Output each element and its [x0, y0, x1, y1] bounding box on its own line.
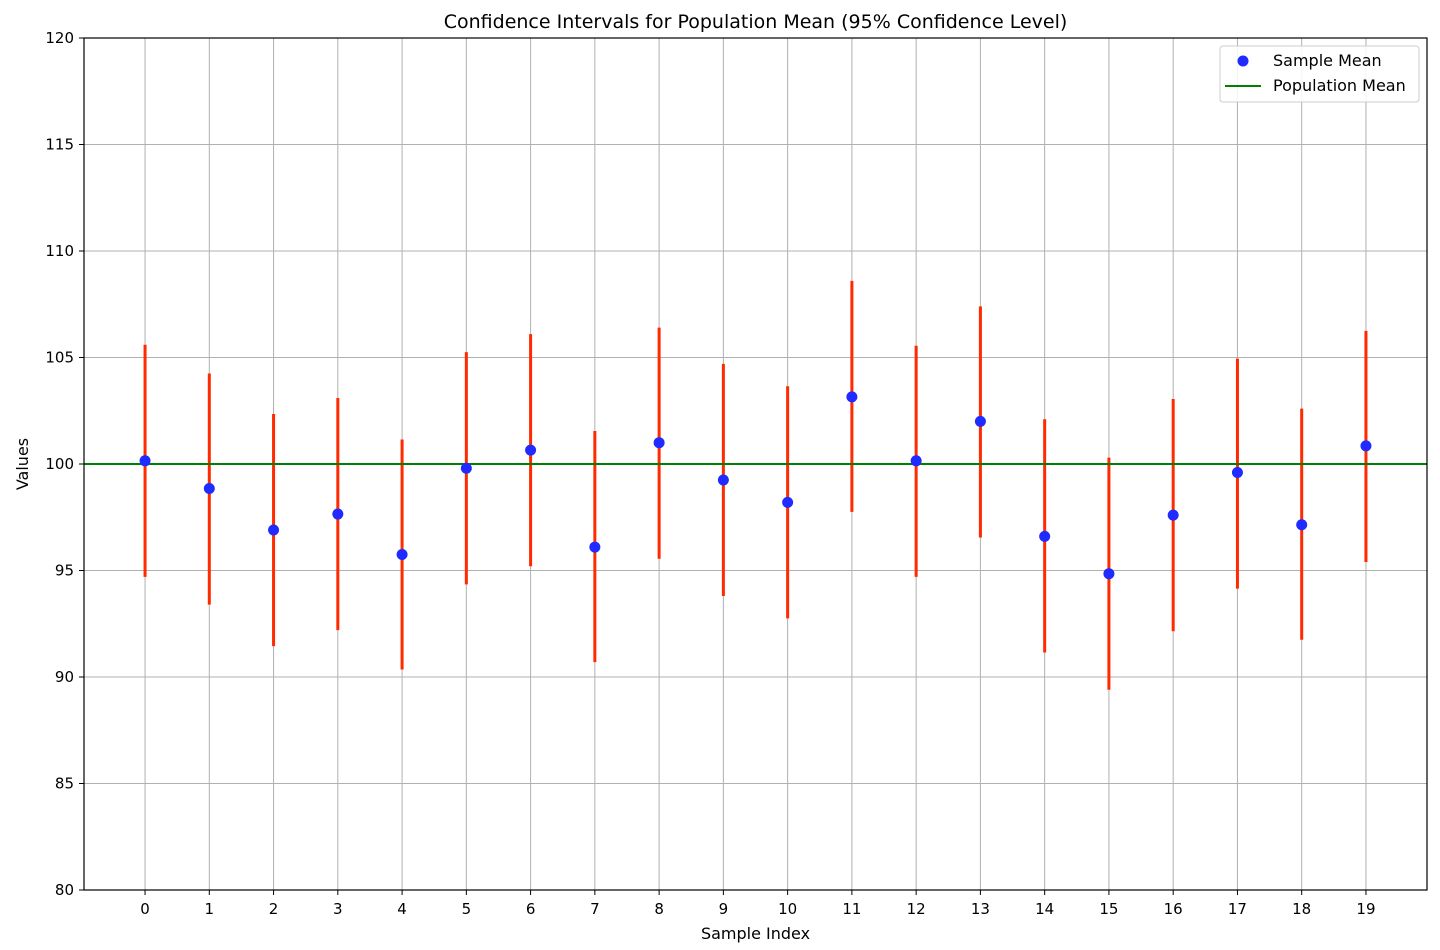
y-tick-label: 115: [45, 136, 74, 154]
x-axis-label: Sample Index: [701, 924, 810, 943]
sample-mean-point: [717, 474, 729, 486]
sample-mean-point: [1167, 509, 1179, 521]
sample-mean-point: [1296, 519, 1308, 531]
y-tick-label: 80: [55, 881, 74, 899]
x-tick-label: 18: [1292, 900, 1311, 918]
sample-mean-point: [268, 524, 280, 536]
y-tick-label: 90: [55, 668, 74, 686]
x-tick-label: 15: [1099, 900, 1118, 918]
y-tick-label: 95: [55, 562, 74, 580]
sample-mean-point: [396, 549, 408, 561]
confidence-intervals: [143, 280, 1368, 690]
legend-marker-sample-mean: [1237, 55, 1249, 67]
x-tick-label: 12: [907, 900, 926, 918]
legend-label-population-mean: Population Mean: [1273, 76, 1406, 95]
sample-mean-point: [1103, 568, 1115, 580]
x-tick-label: 6: [526, 900, 536, 918]
x-tick-label: 0: [140, 900, 150, 918]
x-tick-label: 17: [1228, 900, 1247, 918]
y-tick-label: 110: [45, 242, 74, 260]
y-tick-label: 100: [45, 455, 74, 473]
x-tick-label: 14: [1035, 900, 1054, 918]
x-tick-label: 3: [333, 900, 343, 918]
sample-mean-point: [1231, 467, 1243, 479]
sample-mean-point: [332, 508, 344, 520]
y-axis-label: Values: [13, 438, 32, 490]
x-tick-label: 11: [842, 900, 861, 918]
legend: Sample Mean Population Mean: [1219, 45, 1420, 103]
x-tick-label: 7: [590, 900, 600, 918]
x-tick-label: 8: [654, 900, 664, 918]
x-tick-label: 16: [1164, 900, 1183, 918]
sample-mean-point: [782, 496, 794, 508]
x-tick-label: 19: [1356, 900, 1375, 918]
legend-label-sample-mean: Sample Mean: [1273, 51, 1382, 70]
chart-title: Confidence Intervals for Population Mean…: [444, 11, 1068, 33]
x-tick-label: 10: [778, 900, 797, 918]
sample-mean-point: [589, 541, 601, 553]
sample-mean-point: [974, 415, 986, 427]
axis-ticks: 0 1 2 3 4 5 6 7 8 9 10 11 12 13 14 15 16 17 18 198085909510…: [45, 29, 1375, 918]
sample-mean-point: [1360, 440, 1372, 452]
legend-box: [1219, 45, 1420, 103]
sample-mean-point: [203, 482, 215, 494]
sample-mean-point: [525, 444, 537, 456]
x-tick-label: 13: [971, 900, 990, 918]
x-tick-label: 2: [269, 900, 279, 918]
sample-mean-point: [460, 462, 472, 474]
x-tick-label: 5: [462, 900, 472, 918]
y-tick-label: 120: [45, 29, 74, 47]
y-tick-label: 105: [45, 349, 74, 367]
sample-mean-point: [1039, 530, 1051, 542]
sample-mean-point: [139, 455, 151, 467]
x-tick-label: 1: [205, 900, 215, 918]
sample-mean-point: [846, 391, 858, 403]
sample-mean-point: [653, 437, 665, 449]
x-tick-label: 4: [397, 900, 407, 918]
x-tick-label: 9: [719, 900, 729, 918]
y-tick-label: 85: [55, 775, 74, 793]
sample-mean-points: [139, 391, 1372, 580]
sample-mean-point: [910, 455, 922, 467]
